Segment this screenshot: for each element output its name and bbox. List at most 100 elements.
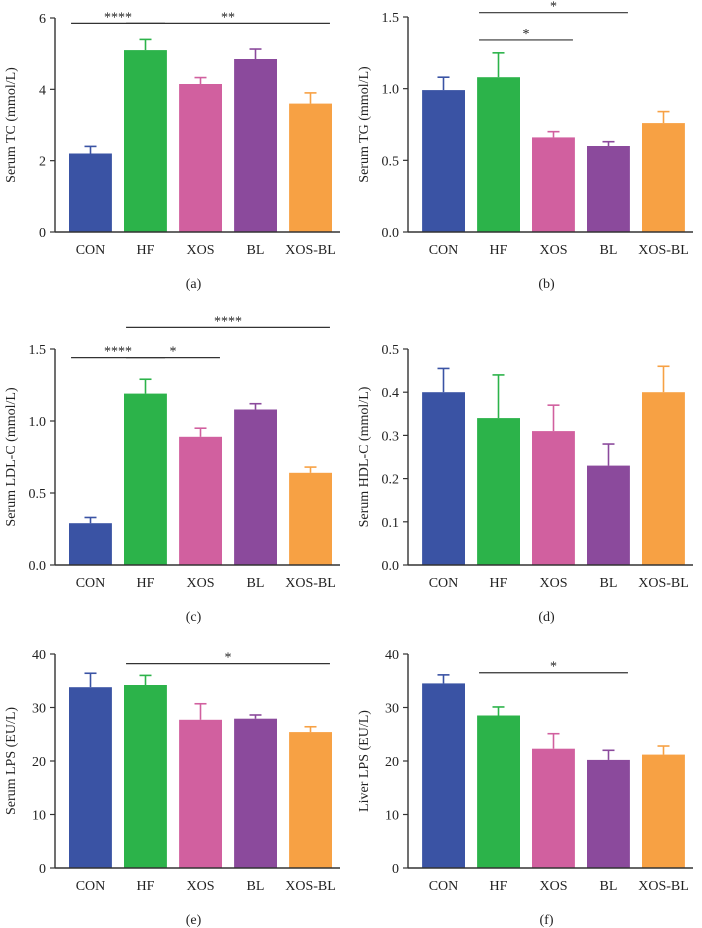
x-tick-label: CON	[429, 879, 459, 894]
bar-xos-bl	[642, 123, 685, 232]
x-tick-label: XOS-BL	[638, 879, 689, 894]
y-tick-label: 1.5	[382, 11, 400, 26]
y-tick-label: 0.4	[382, 386, 400, 401]
x-tick-label: BL	[600, 576, 618, 591]
x-tick-label: CON	[429, 243, 459, 258]
bar-con	[69, 153, 112, 232]
y-tick-label: 20	[32, 755, 46, 770]
y-tick-label: 1.0	[382, 83, 400, 98]
bar-hf	[477, 715, 520, 868]
x-tick-label: BL	[600, 243, 618, 258]
y-tick-label: 4	[39, 83, 46, 98]
y-tick-label: 0	[392, 862, 399, 877]
bar-xos-bl	[642, 754, 685, 868]
y-tick-label: 40	[385, 648, 399, 663]
y-tick-label: 10	[385, 809, 399, 824]
y-axis-title: Serum TG (mmol/L)	[357, 66, 372, 183]
x-tick-label: BL	[247, 576, 265, 591]
x-tick-label: XOS	[539, 576, 567, 591]
y-tick-label: 0.5	[29, 487, 47, 502]
bar-bl	[234, 718, 277, 868]
significance-label: *	[550, 660, 557, 675]
bar-xos-bl	[289, 472, 332, 565]
chart-panel-2: CON HF XOS BL XOS-BL 0.0 0.5 1.0 1.5 Serum TG (mm…	[357, 0, 693, 292]
bar-xos	[532, 431, 575, 565]
y-tick-label: 0.5	[382, 343, 400, 358]
x-tick-label: XOS-BL	[285, 879, 336, 894]
x-tick-label: HF	[137, 243, 155, 258]
bar-con	[422, 90, 465, 232]
x-tick-label: XOS-BL	[285, 576, 336, 591]
significance-label: *	[225, 651, 232, 666]
bar-xos-bl	[289, 103, 332, 232]
significance-label: ****	[104, 10, 132, 25]
y-axis-title: Serum LDL-C (mmol/L)	[4, 387, 19, 527]
bar-xos-bl	[642, 392, 685, 565]
bar-hf	[124, 50, 167, 232]
bar-xos-bl	[289, 732, 332, 868]
bar-hf	[477, 418, 520, 565]
y-axis-title: Serum TC (mmol/L)	[4, 67, 19, 183]
chart-panel-3: CON HF XOS BL XOS-BL 0.0 0.5 1.0 1.5 Serum LDL-C …	[4, 314, 340, 625]
y-tick-label: 0.0	[382, 559, 400, 574]
panel-label: (c)	[186, 610, 202, 625]
x-tick-label: CON	[76, 576, 106, 591]
x-tick-label: XOS	[186, 243, 214, 258]
chart-panel-6: CON HF XOS BL XOS-BL 0 10 20 30 40 Liver LPS (EU/L…	[357, 648, 693, 928]
panel-label: (a)	[186, 277, 202, 292]
bar-xos	[179, 436, 222, 565]
y-tick-label: 0.5	[382, 154, 400, 169]
y-tick-label: 0.1	[382, 516, 400, 531]
y-tick-label: 0	[39, 226, 46, 241]
y-tick-label: 1.5	[29, 343, 47, 358]
panel-label: (f)	[540, 913, 554, 928]
y-tick-label: 0	[39, 862, 46, 877]
bar-hf	[477, 77, 520, 232]
bar-hf	[124, 393, 167, 565]
bar-bl	[587, 759, 630, 868]
panel-label: (e)	[186, 913, 202, 928]
significance-label: ****	[104, 345, 132, 360]
x-tick-label: CON	[76, 879, 106, 894]
chart-panel-4: CON HF XOS BL XOS-BL 0.0 0.1 0.2 0.3 0.4 0.5 Serum …	[357, 343, 693, 625]
x-tick-label: HF	[490, 879, 508, 894]
y-tick-label: 1.0	[29, 415, 47, 430]
y-tick-label: 20	[385, 755, 399, 770]
x-tick-label: HF	[137, 576, 155, 591]
x-tick-label: HF	[490, 243, 508, 258]
x-tick-label: XOS	[186, 576, 214, 591]
bar-bl	[234, 409, 277, 565]
bar-xos	[179, 719, 222, 868]
bar-con	[422, 392, 465, 565]
x-tick-label: CON	[76, 243, 106, 258]
bar-con	[69, 523, 112, 565]
y-axis-title: Serum LPS (EU/L)	[4, 707, 19, 815]
chart-panel-1: CON HF XOS BL XOS-BL 0 2 4 6 Serum TC (mmol/L) (a)…	[4, 10, 340, 292]
y-tick-label: 0.0	[29, 559, 47, 574]
bar-xos	[532, 748, 575, 868]
bar-bl	[234, 59, 277, 232]
y-tick-label: 0.0	[382, 226, 400, 241]
x-tick-label: XOS-BL	[638, 576, 689, 591]
y-tick-label: 6	[39, 12, 46, 27]
y-tick-label: 40	[32, 648, 46, 663]
panel-label: (d)	[538, 610, 555, 625]
bar-xos	[532, 137, 575, 232]
x-tick-label: XOS	[186, 879, 214, 894]
bar-bl	[587, 465, 630, 565]
significance-label: **	[221, 10, 235, 25]
y-tick-label: 10	[32, 809, 46, 824]
x-tick-label: XOS	[539, 243, 567, 258]
x-tick-label: XOS-BL	[285, 243, 336, 258]
y-axis-title: Serum HDL-C (mmol/L)	[357, 386, 372, 527]
x-tick-label: HF	[137, 879, 155, 894]
y-tick-label: 0.3	[382, 429, 400, 444]
y-tick-label: 30	[32, 702, 46, 717]
significance-label: *	[170, 345, 177, 360]
significance-label: ****	[214, 314, 242, 329]
bar-con	[422, 683, 465, 868]
bar-hf	[124, 685, 167, 868]
chart-panel-5: CON HF XOS BL XOS-BL 0 10 20 30 40 Serum LPS (EU/L…	[4, 648, 340, 928]
y-tick-label: 0.2	[382, 473, 400, 488]
